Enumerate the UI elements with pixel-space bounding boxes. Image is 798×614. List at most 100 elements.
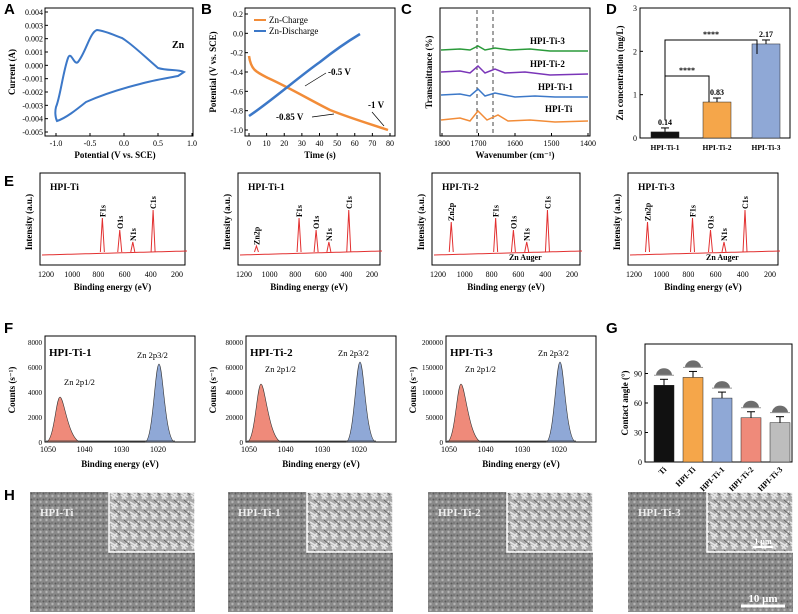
ftir-xlabel: Wavenumber (cm⁻¹) [475, 150, 554, 160]
sem-image-4: HPI-Ti-3 1 μm 10 μm [628, 491, 794, 612]
zn2p32-label: Zn 2p3/2 [538, 348, 569, 358]
zn-y-tick: 3 [633, 4, 637, 13]
xps-x-tick: 200 [566, 270, 578, 279]
droplet-icon [743, 400, 759, 408]
gcd-yticks: 0.2 0.0 -0.2 -0.4 -0.6 -0.8 -1.0 [230, 10, 248, 135]
zn2p-y-tick: 50000 [426, 414, 444, 422]
xps-peak [326, 241, 332, 253]
xps-ylabel: Intensity (a.u.) [612, 194, 622, 250]
xps-ylabel: Intensity (a.u.) [222, 194, 232, 250]
cv-x-tick: -0.5 [84, 139, 97, 148]
cv-x-tick: 0.5 [153, 139, 163, 148]
annot-05v-arrow [304, 72, 327, 87]
sem-image-1: HPI-Ti [30, 491, 196, 612]
xps-peak [544, 209, 550, 253]
gcd-x-tick: 50 [333, 139, 341, 148]
panel-label-a: A [4, 1, 15, 18]
ca-category: Ti [657, 465, 669, 477]
xps-peak [510, 229, 516, 253]
xps-axes [237, 172, 381, 266]
zn2p-axes [245, 335, 397, 443]
xps-peak-label: C1s [741, 196, 750, 209]
xps-peak-label: F1s [492, 205, 501, 217]
cv-y-tick: -0.001 [22, 75, 43, 84]
xps-peak-label: C1s [543, 196, 552, 209]
xps-x-tick: 400 [340, 270, 352, 279]
zn2p-panel-1: HPI-Ti-1 Counts (s⁻¹) Binding energy (eV) 0… [7, 335, 196, 469]
zn-category: HPI-Ti-1 [650, 143, 679, 152]
panel-b: B 0.2 0.0 -0.2 -0.4 -0.6 -0.8 -1.0 0 10 20 30 40 50… [201, 1, 396, 160]
zn2p-y-tick: 8000 [28, 339, 43, 347]
sem-inset [506, 491, 594, 553]
ca-category: HPI-Ti-3 [756, 465, 784, 493]
xps-x-tick: 800 [289, 270, 301, 279]
zn2p32-label: Zn 2p3/2 [137, 350, 168, 360]
xps-title: HPI-Ti [50, 183, 79, 193]
cv-x-tick: 0.0 [119, 139, 129, 148]
panel-label-d: D [606, 1, 617, 18]
xps-peak-label: F1s [295, 205, 304, 217]
zn2p32-peak [144, 363, 176, 443]
zn2p32-peak [345, 361, 377, 443]
gcd-y-tick: 0.0 [233, 29, 243, 38]
xps-peak-label: C1s [345, 196, 354, 209]
gcd-y-tick: -0.6 [230, 87, 243, 96]
gcd-x-tick: 20 [280, 139, 288, 148]
xps-baseline [41, 250, 188, 256]
zn2p-x-tick: 1050 [40, 445, 56, 454]
zn-yticks: 0 1 2 3 [633, 4, 643, 143]
cv-yticks: 0.004 0.003 0.002 0.001 0.000 -0.001 -0.002 -0.… [22, 8, 48, 137]
panel-label-h: H [4, 487, 15, 504]
xps-peak-label: Zn2p [644, 202, 653, 221]
xps-peak [117, 229, 123, 253]
zn2p-axes [44, 335, 196, 443]
xps-x-tick: 200 [764, 270, 776, 279]
ftir-xticks: 1800 1700 1600 1500 1400 [434, 133, 596, 148]
xps-title: HPI-Ti-1 [248, 183, 285, 193]
zn2p-x-tick: 1030 [314, 445, 330, 454]
xps-x-tick: 800 [682, 270, 694, 279]
cv-legend: Zn [172, 40, 185, 51]
zn-y-tick: 2 [633, 47, 637, 56]
zn-sig-bracket-2 [664, 39, 758, 120]
xps-survey-3: HPI-Ti-2 Intensity (a.u.) Binding energy (… [416, 172, 583, 292]
ca-bar [740, 417, 762, 463]
xps-x-tick: 1000 [262, 270, 278, 279]
zn2p32-label: Zn 2p3/2 [338, 348, 369, 358]
gcd-xlabel: Time (s) [304, 150, 336, 160]
xps-peak [708, 229, 713, 253]
ftir-series-ti1: HPI-Ti-1 [538, 82, 573, 92]
xps-ylabel: Intensity (a.u.) [416, 194, 426, 250]
zn2p-xlabel: Binding energy (eV) [81, 459, 159, 469]
zn2p12-peak [45, 396, 81, 443]
panel-label-g: G [606, 320, 618, 337]
xps-x-tick: 400 [737, 270, 749, 279]
zn2p-y-tick: 20000 [226, 414, 244, 422]
sem-image-3: HPI-Ti-2 [428, 491, 594, 612]
ftir-ylabel: Transmittance (%) [424, 35, 434, 108]
panel-f: F HPI-Ti-1 Counts (s⁻¹) Binding energy (eV… [4, 320, 597, 469]
ca-category: HPI-Ti [674, 465, 698, 489]
zn-value-label: 0.14 [658, 118, 672, 127]
ca-yticks: 0 30 60 90 [634, 370, 648, 467]
zn-y-tick: 1 [633, 91, 637, 100]
ca-category: HPI-Ti-1 [698, 465, 726, 493]
ftir-curve-ti [440, 109, 589, 123]
zn2p-y-tick: 150000 [422, 364, 444, 372]
zn2p-y-tick: 80000 [226, 339, 244, 347]
zn-category: HPI-Ti-3 [751, 143, 780, 152]
xps-xlabel: Binding energy (eV) [664, 282, 742, 292]
zn2p12-peak [246, 383, 282, 443]
xps-axes [627, 172, 779, 266]
xps-peak-label: F1s [689, 205, 698, 217]
xps-peak-label: Zn Auger [509, 253, 542, 262]
gcd-x-tick: 0 [247, 139, 251, 148]
xps-baseline [433, 250, 583, 256]
ca-bar [711, 397, 733, 463]
ftir-x-tick: 1800 [434, 139, 450, 148]
annot-085v-arrow [311, 113, 335, 118]
zn2p32-peak [545, 361, 577, 443]
panel-label-e: E [4, 173, 14, 190]
gcd-x-tick: 60 [351, 139, 359, 148]
xps-peak-label: O1s [509, 216, 518, 229]
